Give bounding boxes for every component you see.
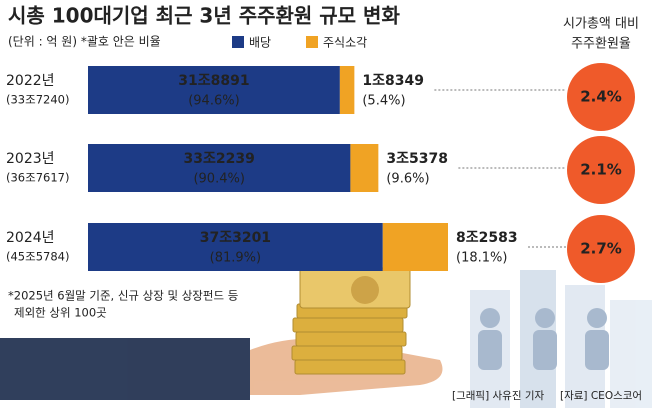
footnote: *2025년 6월말 기준, 신규 상장 및 상장펀드 등: [8, 289, 238, 303]
legend-label: 주식소각: [323, 36, 367, 50]
ratio-label: 2.1%: [580, 161, 622, 179]
legend-swatch: [306, 36, 318, 48]
value-label: 1조8349: [362, 73, 424, 89]
ratio-title: 시가총액 대비: [563, 17, 639, 32]
share-label: (18.1%): [456, 251, 507, 266]
legend-swatch: [232, 36, 244, 48]
ratio-label: 2.4%: [580, 88, 622, 106]
ratio-label: 2.7%: [580, 240, 622, 258]
credit: [그래픽] 사유진 기자: [452, 390, 544, 402]
total-label: (33조7240): [6, 93, 69, 107]
category-label: 2023년: [6, 151, 55, 167]
subtitle: (단위 : 억 원) *괄호 안은 비율: [8, 35, 161, 49]
share-label: (81.9%): [210, 251, 261, 266]
credit: [자료] CEO스코어: [560, 390, 642, 402]
ratio-circle: [567, 63, 635, 131]
ratio-title: 주주환원율: [571, 37, 631, 52]
ratio-circle: [567, 215, 635, 283]
category-label: 2024년: [6, 230, 55, 246]
ratio-circle: [567, 136, 635, 204]
value-label: 8조2583: [456, 230, 518, 246]
share-label: (9.6%): [386, 172, 429, 187]
share-label: (5.4%): [362, 94, 405, 109]
category-label: 2022년: [6, 73, 55, 89]
total-label: (36조7617): [6, 171, 69, 185]
value-label: 37조3201: [200, 230, 271, 246]
footnote: 제외한 상위 100곳: [14, 306, 107, 320]
total-label: (45조5784): [6, 250, 69, 264]
bar: [88, 223, 383, 271]
chart-title: 시총 100대기업 최근 3년 주주환원 규모 변화: [8, 4, 400, 28]
bar: [88, 66, 340, 114]
legend-label: 배당: [249, 36, 271, 50]
value-label: 31조8891: [178, 73, 249, 89]
decoration: [0, 267, 652, 408]
share-label: (90.4%): [193, 172, 244, 187]
value-label: 3조5378: [386, 151, 448, 167]
share-label: (94.6%): [188, 94, 239, 109]
bar: [88, 144, 351, 192]
bar: [339, 66, 355, 114]
value-label: 33조2239: [184, 151, 255, 167]
bar: [382, 223, 448, 271]
bar: [350, 144, 379, 192]
